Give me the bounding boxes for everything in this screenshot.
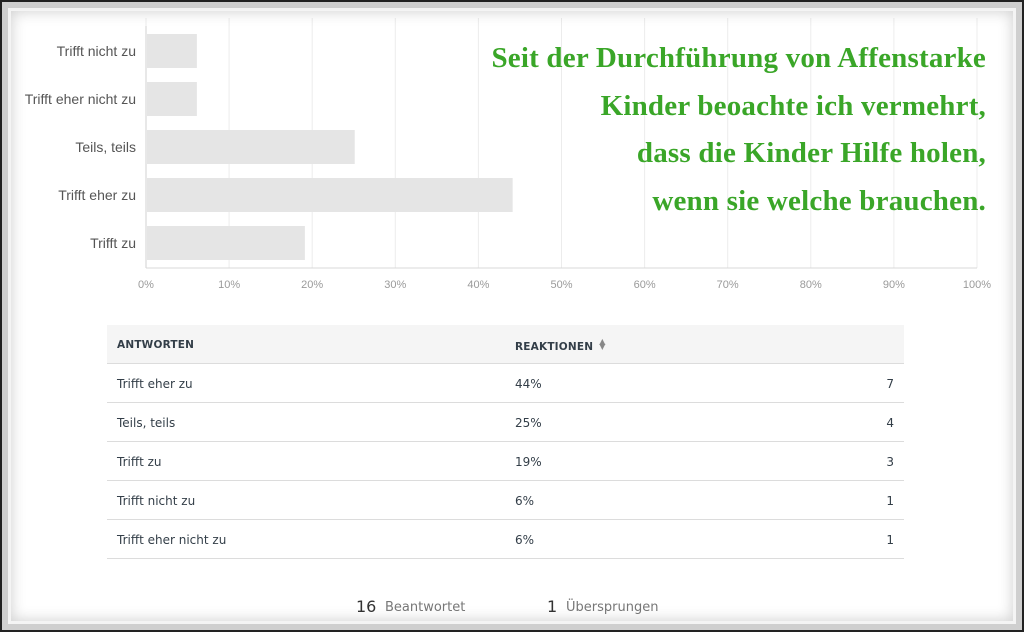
answer-cell: Teils, teils (117, 416, 176, 430)
category-label: Trifft nicht zu (57, 43, 136, 59)
sort-icon[interactable]: ▲ ▼ (599, 337, 606, 351)
bar (147, 34, 197, 68)
category-label: Trifft eher nicht zu (25, 91, 136, 107)
table-row: Trifft zu 19% 3 (107, 442, 904, 481)
answered-label: Beantwortet (385, 600, 466, 615)
percent-cell: 44% (515, 377, 542, 391)
category-label: Trifft zu (90, 235, 136, 251)
quote-line: wenn sie welche brauchen. (652, 184, 986, 217)
percent-cell: 25% (515, 416, 542, 430)
x-tick-label: 60% (634, 279, 656, 291)
table-row: Teils, teils 25% 4 (107, 403, 904, 442)
column-header-answers: ANTWORTEN (117, 339, 195, 351)
quote-line: Seit der Durchführung von Affenstarke (491, 42, 986, 74)
x-tick-label: 70% (717, 279, 739, 291)
quote-text: Seit der Durchführung von Affenstarke Ki… (346, 35, 986, 225)
table-header: ANTWORTEN REAKTIONEN ▲ ▼ (107, 325, 904, 364)
x-tick-label: 100% (963, 279, 991, 291)
response-bar-chart: 0% 10% 20% 30% 40% 50% 60% 70% 80% 90% 100% Trifft … (25, 18, 991, 291)
count-cell: 1 (886, 533, 894, 547)
column-header-reactions-label: REAKTIONEN (515, 341, 594, 353)
table-row: Trifft eher nicht zu 6% 1 (107, 520, 904, 559)
bar (147, 226, 305, 260)
count-cell: 1 (886, 494, 894, 508)
percent-cell: 6% (515, 494, 535, 508)
bar (147, 130, 355, 164)
percent-cell: 6% (515, 533, 535, 547)
answer-cell: Trifft eher zu (117, 377, 193, 391)
x-tick-label: 10% (218, 279, 240, 291)
table-row: Trifft eher zu 44% 7 (107, 364, 904, 403)
quote-line: Kinder beoachte ich vermehrt, (600, 89, 986, 122)
x-tick-label: 80% (800, 279, 822, 291)
answer-cell: Trifft nicht zu (117, 494, 196, 508)
column-header-reactions[interactable]: REAKTIONEN ▲ ▼ (515, 337, 606, 354)
percent-cell: 19% (515, 455, 542, 469)
answered-count: 16 (356, 597, 377, 616)
responses-table: ANTWORTEN REAKTIONEN ▲ ▼ Trifft eher zu 44… (107, 325, 904, 559)
count-cell: 7 (886, 377, 894, 391)
category-label: Trifft eher zu (58, 187, 136, 203)
table-row: Trifft nicht zu 6% 1 (107, 481, 904, 520)
x-tick-label: 30% (384, 279, 406, 291)
x-tick-label: 40% (467, 279, 489, 291)
quote-line: dass die Kinder Hilfe holen, (636, 137, 986, 169)
x-tick-label: 90% (883, 279, 905, 291)
category-label: Teils, teils (75, 139, 136, 155)
answer-cell: Trifft zu (117, 455, 162, 469)
x-tick-label: 0% (138, 279, 154, 291)
x-tick-label: 20% (301, 279, 323, 291)
bar (147, 82, 197, 116)
bar (147, 178, 513, 212)
x-tick-label: 50% (550, 279, 572, 291)
answer-cell: Trifft eher nicht zu (117, 533, 227, 547)
response-summary: 16 Beantwortet 1 Übersprungen (0, 597, 1024, 619)
count-cell: 4 (886, 416, 894, 430)
count-cell: 3 (886, 455, 894, 469)
skipped-label: Übersprungen (566, 600, 659, 615)
skipped-count: 1 (547, 597, 558, 616)
